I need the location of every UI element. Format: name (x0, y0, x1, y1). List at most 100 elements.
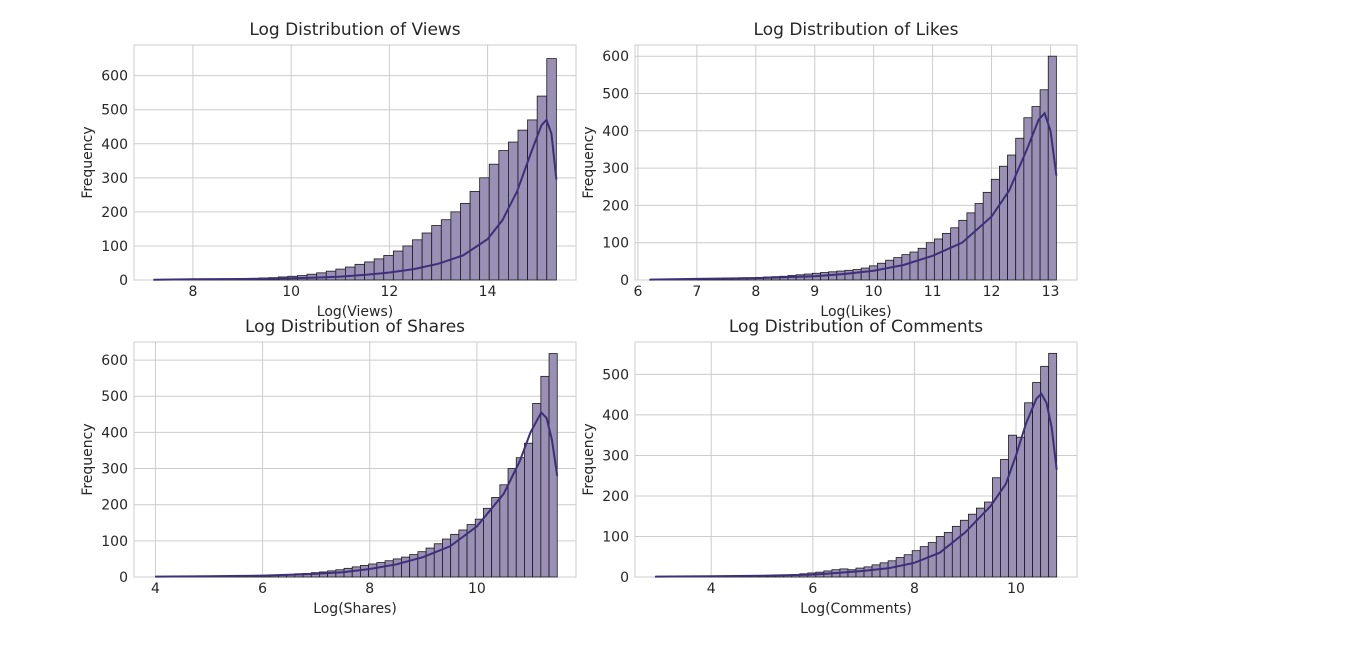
shares-y-tick-label: 200 (101, 498, 128, 514)
likes-bar (982, 191, 992, 281)
shares-bar (491, 497, 501, 578)
likes-x-axis-label: Log(Likes) (820, 304, 891, 320)
shares-bar (515, 457, 525, 578)
likes-bar (974, 203, 984, 281)
shares-y-tick-label: 500 (101, 389, 128, 405)
views-bar (392, 250, 404, 281)
views-chart-title: Log Distribution of Views (249, 20, 460, 40)
likes-bar (942, 232, 952, 281)
shares-y-tick-label: 100 (101, 534, 128, 550)
comments-kde-line (655, 392, 1058, 578)
shares-bar (499, 484, 509, 578)
likes-bar (860, 267, 870, 281)
shares-bar (384, 560, 394, 578)
shares-y-axis-label: Frequency (80, 423, 96, 495)
views-bar (325, 270, 337, 281)
comments-y-tick-label: 500 (602, 367, 629, 383)
shares-y-tick-label: 0 (119, 570, 128, 586)
views-y-tick-label: 400 (101, 137, 128, 153)
likes-bar (844, 269, 854, 281)
views-bar (345, 266, 356, 281)
comments-y-tick-label: 300 (602, 448, 629, 464)
comments-x-tick-label: 4 (707, 581, 716, 597)
shares-bar (433, 543, 443, 578)
likes-y-tick-label: 400 (602, 124, 629, 140)
likes-bar (877, 262, 886, 281)
views-bar (527, 119, 538, 281)
likes-x-tick-label: 10 (865, 284, 883, 300)
shares-bar (524, 442, 534, 578)
comments-bar (951, 525, 961, 578)
shares-bar (483, 507, 493, 578)
views-bar (412, 239, 423, 281)
views-bar (479, 177, 490, 281)
comments-bar (935, 536, 945, 578)
shares-y-tick-label: 300 (101, 462, 128, 478)
likes-chart-title: Log Distribution of Likes (754, 20, 959, 40)
shares-bar (368, 563, 378, 578)
likes-y-tick-label: 0 (620, 273, 629, 289)
comments-chart-title: Log Distribution of Comments (729, 317, 983, 337)
likes-bar (999, 165, 1008, 281)
comments-bar (855, 567, 865, 578)
views-bar (508, 141, 519, 281)
shares-bar (360, 565, 370, 578)
shares-y-tick-label: 600 (101, 353, 128, 369)
shares-histogram: 0 100 200 300 400 500 600 4 6 8 10 Log Distribution… (80, 317, 577, 617)
views-x-tick-label: 8 (188, 284, 197, 300)
shares-bar (392, 558, 402, 578)
likes-bar (917, 247, 927, 281)
views-bar (488, 163, 500, 281)
likes-bar (933, 238, 943, 281)
views-bar (460, 202, 471, 281)
shares-bar (532, 403, 542, 578)
views-bar (335, 268, 346, 281)
shares-bar (548, 353, 558, 578)
views-bar (498, 150, 509, 281)
likes-y-tick-label: 300 (602, 161, 629, 177)
comments-bar (927, 542, 937, 578)
likes-bar (909, 251, 919, 281)
comments-y-tick-label: 200 (602, 489, 629, 505)
likes-kde-line (649, 111, 1058, 281)
likes-bar (852, 269, 862, 281)
shares-x-tick-label: 6 (258, 581, 267, 597)
views-y-tick-label: 100 (101, 239, 128, 255)
shares-x-tick-label: 4 (151, 581, 160, 597)
likes-bar (925, 242, 935, 281)
likes-bar (836, 270, 846, 281)
shares-bar (540, 375, 550, 578)
views-bar (517, 129, 528, 281)
views-y-tick-label: 200 (101, 205, 128, 221)
views-bar (421, 232, 433, 281)
shares-x-axis-label: Log(Shares) (313, 601, 397, 617)
shares-x-tick-label: 10 (468, 581, 486, 597)
shares-chart-title: Log Distribution of Shares (245, 317, 465, 337)
views-y-tick-label: 300 (101, 171, 128, 187)
comments-bar (919, 546, 929, 578)
comments-bar (984, 501, 993, 578)
likes-histogram: 0 100 200 300 400 500 600 6 7 8 9 10 11 12 13 Log Distr… (581, 20, 1078, 320)
views-bar (402, 245, 413, 281)
comments-bar (1024, 402, 1033, 578)
views-bar (546, 58, 557, 281)
shares-x-tick-label: 8 (365, 581, 374, 597)
comments-bar (1016, 436, 1025, 578)
views-y-tick-label: 600 (101, 69, 128, 85)
likes-y-tick-label: 500 (602, 86, 629, 102)
shares-bar (507, 468, 517, 578)
shares-y-tick-label: 400 (101, 425, 128, 441)
comments-x-axis-label: Log(Comments) (800, 601, 912, 617)
likes-bar (1007, 154, 1017, 281)
comments-bar (943, 532, 953, 578)
likes-x-tick-label: 9 (810, 284, 819, 300)
likes-bar (901, 254, 911, 281)
likes-y-tick-label: 200 (602, 198, 629, 214)
likes-y-axis-label: Frequency (581, 126, 597, 198)
views-histogram: 0 100 200 300 400 500 600 8 10 12 14 Log Distributi… (80, 20, 577, 320)
comments-bar (871, 564, 881, 578)
likes-x-tick-label: 12 (983, 284, 1001, 300)
views-x-tick-label: 12 (380, 284, 398, 300)
views-bar (440, 219, 452, 281)
comments-x-tick-label: 8 (910, 581, 919, 597)
